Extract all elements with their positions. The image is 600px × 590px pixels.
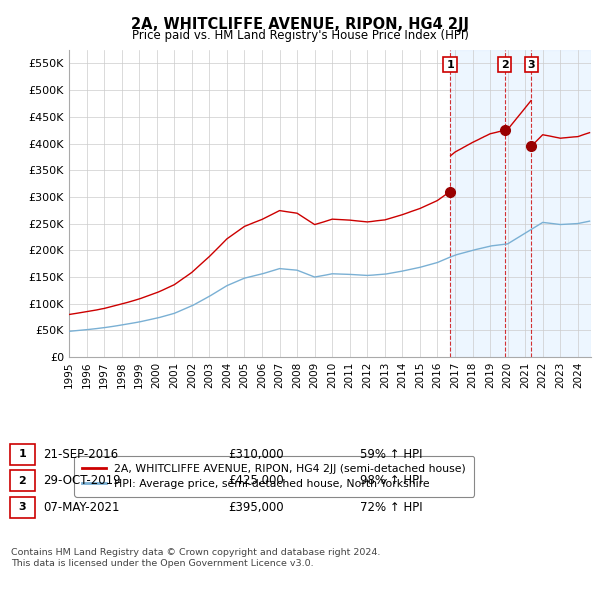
Text: 2A, WHITCLIFFE AVENUE, RIPON, HG4 2JJ: 2A, WHITCLIFFE AVENUE, RIPON, HG4 2JJ: [131, 17, 469, 31]
Text: 07-MAY-2021: 07-MAY-2021: [43, 501, 119, 514]
Text: £310,000: £310,000: [228, 448, 284, 461]
Text: 72% ↑ HPI: 72% ↑ HPI: [360, 501, 422, 514]
Text: 98% ↑ HPI: 98% ↑ HPI: [360, 474, 422, 487]
Text: £395,000: £395,000: [228, 501, 284, 514]
Text: 3: 3: [527, 60, 535, 70]
Text: 1: 1: [19, 450, 26, 459]
Text: 1: 1: [446, 60, 454, 70]
Text: Price paid vs. HM Land Registry's House Price Index (HPI): Price paid vs. HM Land Registry's House …: [131, 30, 469, 42]
Legend: 2A, WHITCLIFFE AVENUE, RIPON, HG4 2JJ (semi-detached house), HPI: Average price,: 2A, WHITCLIFFE AVENUE, RIPON, HG4 2JJ (s…: [74, 456, 474, 497]
Bar: [450, 50, 591, 357]
Text: 2: 2: [19, 476, 26, 486]
Text: £425,000: £425,000: [228, 474, 284, 487]
Text: 21-SEP-2016: 21-SEP-2016: [43, 448, 118, 461]
Text: Contains HM Land Registry data © Crown copyright and database right 2024.
This d: Contains HM Land Registry data © Crown c…: [11, 548, 380, 568]
Text: 3: 3: [19, 503, 26, 512]
Text: 29-OCT-2019: 29-OCT-2019: [43, 474, 121, 487]
Text: 59% ↑ HPI: 59% ↑ HPI: [360, 448, 422, 461]
Text: 2: 2: [501, 60, 509, 70]
